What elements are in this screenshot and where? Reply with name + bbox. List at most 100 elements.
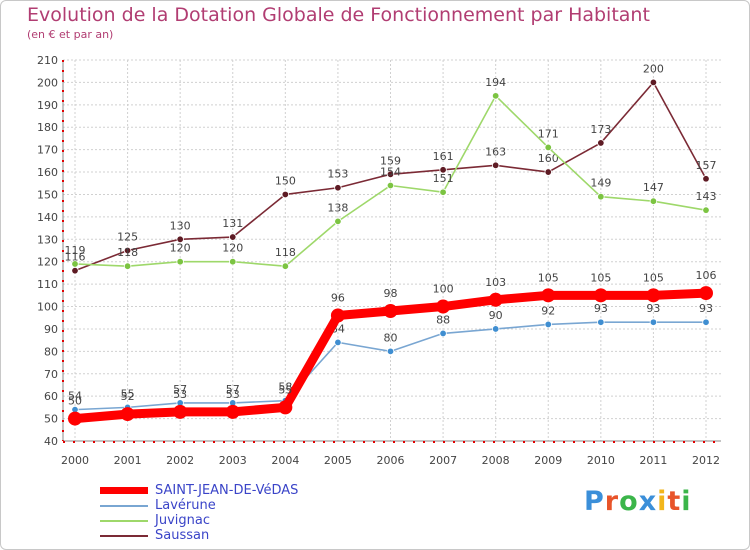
data-label-saussan: 130: [170, 219, 191, 232]
data-point-lav-rune: [649, 318, 658, 326]
data-label-juvignac: 118: [117, 246, 138, 259]
data-label-saussan: 200: [643, 62, 664, 75]
y-tick-label: 200: [37, 76, 58, 89]
data-label-saint-jean-de-v-das: 53: [173, 388, 187, 401]
data-point-saint-jean-de-v-das: [330, 308, 345, 323]
data-point-saint-jean-de-v-das: [173, 404, 188, 419]
data-point-saussan: [176, 235, 184, 243]
data-label-juvignac: 154: [380, 166, 401, 179]
y-tick-label: 210: [37, 54, 58, 67]
data-point-saint-jean-de-v-das: [699, 286, 713, 301]
data-point-saussan: [702, 175, 710, 183]
data-point-lav-rune: [386, 347, 395, 356]
data-point-saussan: [71, 266, 79, 275]
y-tick-label: 50: [44, 413, 58, 426]
data-point-lav-rune: [544, 320, 552, 329]
data-label-saussan: 153: [327, 168, 348, 181]
data-label-lav-rune: 58: [278, 381, 292, 394]
data-label-lav-rune: 93: [594, 302, 608, 315]
data-point-saussan: [544, 168, 552, 176]
logo-letter: r: [604, 486, 620, 517]
data-label-saint-jean-de-v-das: 106: [696, 269, 717, 282]
logo-letter: o: [619, 486, 639, 517]
data-label-saussan: 161: [433, 150, 454, 163]
legend-swatch-juvignac: [100, 520, 148, 522]
y-tick-label: 110: [37, 278, 58, 291]
data-point-saussan: [229, 233, 237, 241]
data-label-saussan: 131: [222, 217, 243, 230]
data-point-saint-jean-de-v-das: [278, 400, 293, 415]
data-label-saint-jean-de-v-das: 103: [485, 276, 506, 289]
x-tick-label: 2007: [429, 454, 457, 467]
data-point-lav-rune: [597, 318, 605, 326]
data-point-saussan: [334, 184, 342, 192]
data-point-juvignac: [71, 260, 79, 268]
data-label-lav-rune: 57: [173, 383, 187, 396]
data-point-saint-jean-de-v-das: [225, 404, 240, 419]
y-tick-label: 90: [44, 323, 58, 336]
y-tick-label: 100: [37, 301, 58, 314]
data-label-saint-jean-de-v-das: 96: [331, 291, 345, 304]
y-tick-label: 150: [37, 188, 58, 201]
y-tick-label: 80: [44, 345, 58, 358]
data-label-saint-jean-de-v-das: 98: [384, 287, 398, 300]
legend-label: SAINT-JEAN-DE-VéDAS: [155, 483, 299, 498]
data-label-juvignac: 147: [643, 181, 664, 194]
y-tick-label: 70: [44, 368, 58, 381]
data-label-juvignac: 138: [327, 201, 348, 214]
x-tick-label: 2011: [639, 454, 667, 467]
data-label-saint-jean-de-v-das: 105: [643, 271, 664, 284]
data-label-saussan: 116: [65, 251, 86, 264]
chart-subtitle: (en € et par an): [27, 28, 114, 41]
x-tick-label: 2002: [166, 454, 194, 467]
logo-letter: i: [681, 486, 692, 517]
x-tick-label: 2004: [271, 454, 299, 467]
data-point-juvignac: [544, 143, 552, 152]
legend-swatch-saussan: [100, 535, 148, 537]
data-point-juvignac: [229, 258, 237, 266]
data-point-saussan: [439, 166, 447, 174]
y-tick-label: 160: [37, 166, 58, 179]
data-point-lav-rune: [702, 318, 710, 326]
data-label-juvignac: 119: [65, 244, 86, 257]
y-tick-label: 140: [37, 211, 58, 224]
plot-area: [63, 60, 721, 441]
data-point-saussan: [281, 190, 290, 199]
data-point-juvignac: [281, 262, 290, 270]
data-point-lav-rune: [439, 329, 447, 338]
x-tick-label: 2010: [587, 454, 615, 467]
x-tick-label: 2000: [61, 454, 89, 467]
data-label-saussan: 159: [380, 154, 401, 167]
data-point-juvignac: [386, 181, 395, 190]
data-label-saint-jean-de-v-das: 50: [68, 395, 82, 408]
data-point-saussan: [123, 246, 132, 255]
legend-swatch-laverune: [100, 505, 148, 507]
data-point-juvignac: [439, 188, 447, 196]
data-point-saussan: [649, 78, 658, 87]
data-label-juvignac: 143: [696, 190, 717, 203]
data-label-lav-rune: 93: [646, 302, 660, 315]
x-tick-label: 2005: [324, 454, 352, 467]
y-tick-label: 120: [37, 256, 58, 269]
data-point-saint-jean-de-v-das: [541, 288, 556, 303]
data-label-saint-jean-de-v-das: 55: [278, 383, 292, 396]
data-point-saint-jean-de-v-das: [593, 288, 608, 303]
proxiti-logo: Proxiti: [584, 486, 692, 517]
legend-swatch-saint-jean: [100, 487, 148, 494]
data-point-saussan: [597, 139, 605, 147]
logo-letter: x: [638, 486, 658, 517]
data-label-lav-rune: 57: [226, 383, 240, 396]
data-label-juvignac: 149: [590, 177, 611, 190]
data-point-juvignac: [334, 217, 342, 226]
data-point-saint-jean-de-v-das: [436, 299, 451, 314]
data-label-saussan: 150: [275, 174, 296, 187]
data-label-juvignac: 171: [538, 127, 559, 140]
data-label-saint-jean-de-v-das: 100: [433, 283, 454, 296]
y-tick-label: 40: [44, 435, 58, 448]
data-label-saussan: 160: [538, 152, 559, 165]
legend-label: Juvignac: [155, 513, 210, 528]
data-point-lav-rune: [491, 325, 500, 333]
data-label-saint-jean-de-v-das: 53: [226, 388, 240, 401]
x-tick-label: 2003: [219, 454, 247, 467]
data-point-saint-jean-de-v-das: [488, 292, 503, 307]
